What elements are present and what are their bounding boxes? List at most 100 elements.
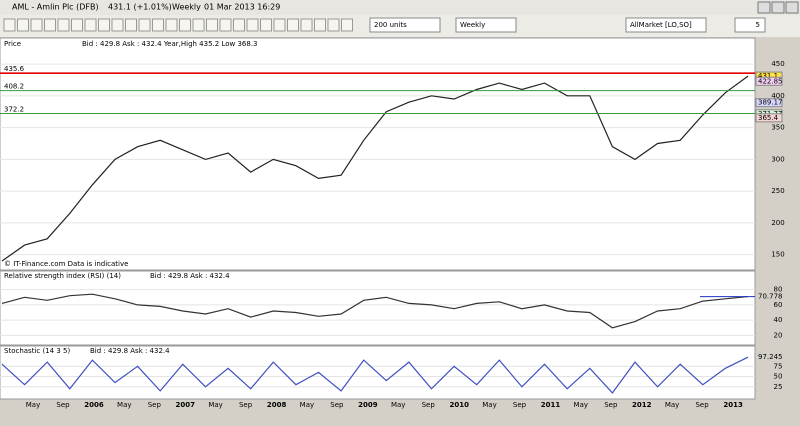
x-tick-label: 2010 — [449, 401, 469, 409]
x-tick-label: Sep — [513, 401, 527, 409]
x-tick-label: May — [26, 401, 40, 409]
units: 200 units — [374, 21, 407, 29]
x-tick-label: Sep — [604, 401, 618, 409]
level-label: 435.6 — [4, 65, 25, 73]
maximize[interactable] — [771, 1, 785, 14]
y-tick-label: 25 — [774, 383, 783, 391]
toolbar-icon[interactable] — [71, 18, 83, 32]
toolbar-icon[interactable] — [246, 18, 259, 32]
stoch-marker: 97.245 — [758, 353, 783, 361]
toolbar-icon[interactable] — [165, 18, 178, 32]
close[interactable] — [785, 1, 799, 14]
y-tick-label: 450 — [771, 60, 784, 68]
price-marker-label: 431.1 — [758, 72, 778, 80]
toolbar-icon[interactable] — [30, 18, 43, 32]
x-tick-label: May — [665, 401, 679, 409]
x-tick-label: May — [391, 401, 405, 409]
toolbar-icon[interactable] — [233, 18, 245, 32]
toolbar-icon[interactable] — [125, 18, 137, 32]
period-select[interactable] — [455, 17, 517, 33]
period-option: Weekly — [460, 21, 485, 29]
toolbar-icon[interactable] — [84, 18, 97, 32]
y-tick-label: 60 — [774, 301, 783, 309]
toolbar-icon[interactable] — [152, 18, 164, 32]
toolbar-icon[interactable] — [138, 18, 151, 32]
x-tick-label: 2011 — [541, 401, 561, 409]
units-select[interactable] — [369, 17, 441, 33]
minimize[interactable] — [757, 1, 771, 14]
toolbar-icon[interactable] — [314, 18, 326, 32]
toolbar-icon[interactable] — [44, 18, 56, 32]
toolbar-icon[interactable] — [287, 18, 299, 32]
series-line — [1, 75, 749, 262]
x-tick-label: Sep — [330, 401, 344, 409]
y-tick-label: 350 — [771, 124, 784, 132]
y-tick-label: 75 — [774, 362, 783, 370]
x-tick-label: 2013 — [723, 401, 743, 409]
time: 01 Mar 2013 16:29 — [204, 3, 280, 12]
toolbar-icon[interactable] — [111, 18, 124, 32]
toolbar-icon[interactable] — [179, 18, 191, 32]
toolbar-icons — [3, 18, 353, 32]
period: Weekly — [172, 3, 201, 12]
price-label: Price — [4, 40, 21, 48]
rsi-info: Bid : 429.8 Ask : 432.4 — [150, 272, 230, 280]
market-select[interactable] — [625, 17, 707, 33]
count-input[interactable] — [734, 17, 766, 33]
x-tick-label: Sep — [56, 401, 70, 409]
price-marker-label: 365.4 — [758, 114, 779, 122]
x-tick-label: May — [208, 401, 222, 409]
y-tick-label: 40 — [774, 316, 783, 324]
toolbar-icon[interactable] — [57, 18, 70, 32]
y-tick-label: 400 — [771, 92, 784, 100]
series-line — [1, 293, 749, 329]
price-marker-label: 422.85 — [758, 77, 783, 85]
count: 5 — [756, 21, 760, 29]
price-marker — [755, 113, 783, 123]
x-tick-label: May — [117, 401, 131, 409]
toolbar-icon[interactable] — [3, 18, 16, 32]
toolbar-icon[interactable] — [192, 18, 205, 32]
x-tick-label: 2007 — [176, 401, 196, 409]
y-tick-label: 300 — [771, 155, 784, 163]
y-tick-label: 250 — [771, 187, 784, 195]
x-tick-label: Sep — [695, 401, 709, 409]
x-tick-label: 2008 — [267, 401, 287, 409]
quote: 431.1 (+1.01%) — [108, 3, 172, 12]
y-tick-label: 20 — [774, 331, 783, 339]
toolbar-icon[interactable] — [206, 18, 218, 32]
price-marker — [755, 76, 783, 86]
toolbar-icon[interactable] — [300, 18, 313, 32]
toolbar-icon[interactable] — [98, 18, 110, 32]
x-tick-label: Sep — [239, 401, 253, 409]
x-tick-label: May — [574, 401, 588, 409]
market: AllMarket [LO,SO] — [630, 21, 692, 29]
toolbar-icon[interactable] — [17, 18, 29, 32]
rsi-panel — [0, 270, 756, 346]
series-line — [1, 356, 749, 394]
title-bar — [0, 0, 800, 15]
x-tick-label: Sep — [148, 401, 162, 409]
level-label: 372.2 — [4, 105, 24, 113]
x-tick-label: 2006 — [84, 401, 104, 409]
y-tick-label: 50 — [774, 373, 783, 381]
symbol: AML - Amlin Plc (DFB) — [12, 3, 99, 12]
price-marker-label: 389.17 — [758, 99, 783, 107]
stoch-info: Bid : 429.8 Ask : 432.4 — [90, 347, 170, 355]
level-label: 408.2 — [4, 83, 24, 91]
toolbar-icon[interactable] — [273, 18, 286, 32]
toolbar-icon[interactable] — [327, 18, 340, 32]
toolbar-icon[interactable] — [219, 18, 232, 32]
x-tick-label: May — [300, 401, 314, 409]
price-marker — [755, 98, 783, 108]
x-tick-label: Sep — [422, 401, 436, 409]
rsi-label: Relative strength index (RSI) (14) — [4, 272, 121, 280]
price-footer: © IT-Finance.com Data is indicative — [4, 260, 128, 268]
x-tick-label: 2012 — [632, 401, 652, 409]
toolbar-icon[interactable] — [260, 18, 272, 32]
rsi-marker: 70.778 — [758, 293, 783, 301]
x-tick-label: 2009 — [358, 401, 378, 409]
toolbar-icon[interactable] — [341, 18, 353, 32]
y-tick-label: 150 — [771, 251, 784, 259]
